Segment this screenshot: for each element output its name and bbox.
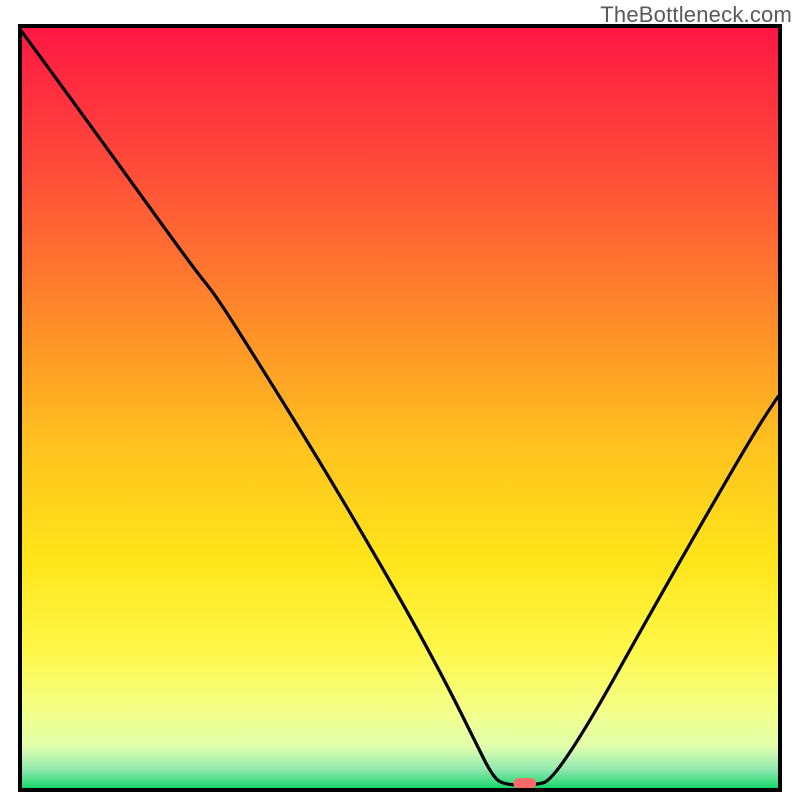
plot-svg <box>22 28 778 788</box>
plot-frame <box>18 24 782 792</box>
background-gradient <box>22 28 778 788</box>
figure-root: TheBottleneck.com <box>0 0 800 800</box>
minimum-marker <box>513 778 536 788</box>
